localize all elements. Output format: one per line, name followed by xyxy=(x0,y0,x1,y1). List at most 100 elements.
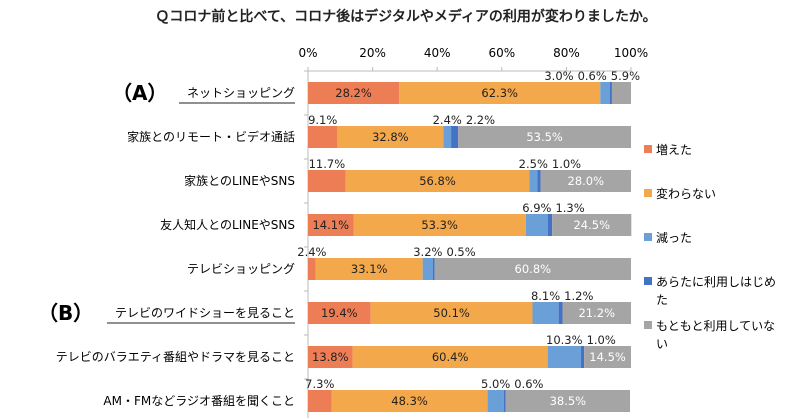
data-label-outside: 1.3% xyxy=(555,201,584,215)
data-label-outside: 5.0% xyxy=(481,377,510,391)
bar-segment xyxy=(547,214,553,236)
legend-label: 変わらない xyxy=(656,186,716,201)
bar-segment xyxy=(525,214,548,236)
category-label: 家族とのLINEやSNS xyxy=(184,173,295,188)
data-label-outside: 7.3% xyxy=(305,377,334,391)
bar-segment xyxy=(610,82,612,104)
bar-segment xyxy=(308,346,353,368)
data-label-outside: 1.0% xyxy=(587,333,616,347)
bar-segment xyxy=(352,346,548,368)
group-label: （A） xyxy=(112,81,167,105)
x-tick-label: 100% xyxy=(614,46,648,60)
category-label: テレビのワイドショーを見ること xyxy=(115,306,295,320)
x-tick-label: 60% xyxy=(488,46,515,60)
data-label-outside: 2.2% xyxy=(466,113,495,127)
bar-segment xyxy=(345,170,530,192)
bar-segment xyxy=(443,126,452,148)
legend-swatch xyxy=(644,189,652,197)
data-label: 48.3% xyxy=(391,394,428,408)
data-label-outside: 5.9% xyxy=(611,69,640,83)
bar-segment xyxy=(537,170,541,192)
bar-segment xyxy=(433,258,435,280)
data-label-outside: 2.4% xyxy=(297,245,326,259)
bar-segment xyxy=(308,82,400,104)
data-label: 24.5% xyxy=(573,218,610,232)
data-label: 50.1% xyxy=(433,306,470,320)
legend-swatch xyxy=(644,233,652,241)
bar-segment xyxy=(547,346,581,368)
bar-segment xyxy=(505,390,631,412)
data-label-outside: 0.5% xyxy=(446,245,475,259)
bar-segment xyxy=(308,126,338,148)
data-label: 60.8% xyxy=(515,262,552,276)
bar-segment xyxy=(337,126,444,148)
bar-segment xyxy=(600,82,611,104)
bar-segment xyxy=(580,346,585,368)
legend-label: 減った xyxy=(656,230,692,245)
bar-segment xyxy=(422,258,434,280)
bar-segment xyxy=(308,170,346,192)
data-label-outside: 1.0% xyxy=(552,157,581,171)
x-tick-label: 20% xyxy=(359,46,386,60)
chart-title: Ｑコロナ前と比べて、コロナ後はデジタルやメディアの利用が変わりましたか。 xyxy=(155,9,657,25)
bar-segment xyxy=(308,390,332,412)
data-label-outside: 1.2% xyxy=(564,289,593,303)
data-label: 56.8% xyxy=(419,174,456,188)
category-label: 友人知人とのLINEやSNS xyxy=(160,218,295,232)
legend-label-cont: い xyxy=(656,337,668,351)
bar-segment xyxy=(308,214,354,236)
bar-segment xyxy=(558,302,563,324)
x-tick-label: 0% xyxy=(298,46,317,60)
bar-segment xyxy=(540,170,631,192)
data-label: 60.4% xyxy=(432,350,469,364)
data-label-outside: 2.4% xyxy=(433,113,462,127)
bar-segment xyxy=(353,214,526,236)
data-label: 53.3% xyxy=(421,218,458,232)
data-label: 28.2% xyxy=(335,86,372,100)
data-label: 32.8% xyxy=(372,130,409,144)
data-label: 62.3% xyxy=(481,86,518,100)
data-label-outside: 3.2% xyxy=(413,245,442,259)
bar-segment xyxy=(434,258,631,280)
bar-segment xyxy=(308,258,316,280)
bar-segment xyxy=(331,390,488,412)
data-label: 19.4% xyxy=(321,306,358,320)
data-label-outside: 0.6% xyxy=(578,69,607,83)
bar-segment xyxy=(487,390,504,412)
legend-swatch xyxy=(644,277,652,285)
bar-segment xyxy=(308,302,371,324)
data-label-outside: 3.0% xyxy=(544,69,573,83)
bar-segment xyxy=(529,170,538,192)
bar-segment xyxy=(611,82,631,104)
category-label: テレビのバラエティ番組やドラマを見ること xyxy=(56,350,295,364)
legend-label: もともと利用していな xyxy=(656,319,775,333)
data-label: 53.5% xyxy=(526,130,563,144)
bar-segment xyxy=(370,302,533,324)
data-label: 28.0% xyxy=(568,174,605,188)
x-tick-label: 80% xyxy=(553,46,580,60)
bar-segment xyxy=(399,82,601,104)
bar-segment xyxy=(562,302,631,324)
bar-segment xyxy=(532,302,559,324)
data-label: 33.1% xyxy=(351,262,388,276)
data-label-outside: 2.5% xyxy=(519,157,548,171)
legend-label: 増えた xyxy=(656,143,692,157)
category-label: テレビショッピング xyxy=(187,262,295,276)
data-label-outside: 9.1% xyxy=(308,113,337,127)
data-label: 21.2% xyxy=(578,306,615,320)
legend-swatch xyxy=(644,321,652,329)
data-label-outside: 0.6% xyxy=(514,377,543,391)
category-label: ネットショッピング xyxy=(187,86,295,100)
legend-label-cont: た xyxy=(656,293,668,307)
x-tick-label: 40% xyxy=(424,46,451,60)
data-label-outside: 11.7% xyxy=(309,157,346,171)
bar-segment xyxy=(458,126,631,148)
category-label: AM・FMなどラジオ番組を聞くこと xyxy=(103,394,295,408)
data-label-outside: 8.1% xyxy=(531,289,560,303)
legend-label: あらたに利用しはじめ xyxy=(656,275,776,289)
data-label-outside: 10.3% xyxy=(546,333,583,347)
legend-swatch xyxy=(644,145,652,153)
data-label: 14.1% xyxy=(312,218,349,232)
bar-segment xyxy=(552,214,632,236)
